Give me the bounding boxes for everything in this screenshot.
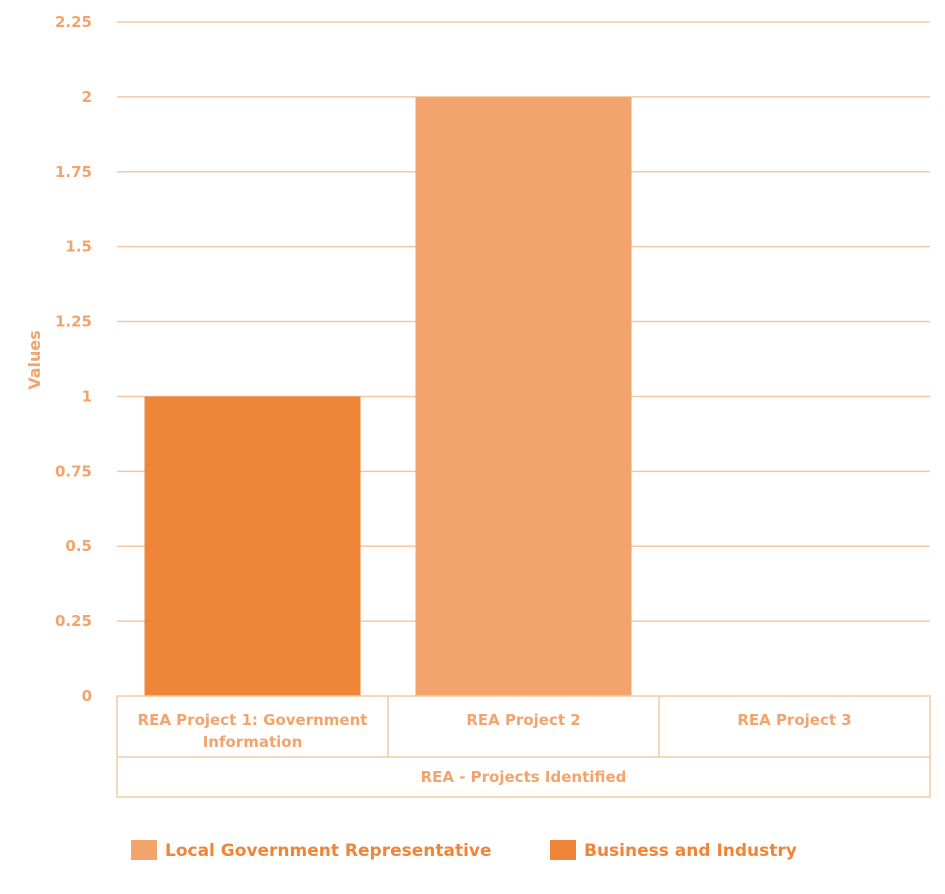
category-group-label: REA - Projects Identified (421, 768, 627, 786)
y-tick-labels: 0 0.25 0.5 0.75 1 1.25 1.5 1.75 2 2.25 (55, 13, 92, 705)
y-tick-label: 1 (82, 387, 92, 405)
y-tick-label: 0.75 (55, 462, 92, 480)
y-tick-label: 1.5 (65, 238, 92, 256)
legend: Local Government Representative Business … (131, 840, 797, 861)
legend-label: Business and Industry (584, 841, 797, 861)
legend-label: Local Government Representative (165, 841, 492, 861)
category-axis: REA Project 1: Government Information REA … (116, 695, 931, 798)
category-label: REA Project 1: Government Information (138, 711, 368, 751)
legend-swatch (131, 840, 157, 860)
legend-item: Business and Industry (550, 840, 797, 861)
bar (144, 396, 361, 696)
y-tick-label: 1.75 (55, 163, 92, 181)
y-axis-title: Values (25, 330, 44, 390)
category-label: REA Project 2 (466, 711, 580, 729)
y-tick-label: 0 (82, 687, 92, 705)
category-label: REA Project 3 (737, 711, 851, 729)
category-axis-frame (116, 695, 931, 798)
y-tick-label: 2 (82, 88, 92, 106)
bar (415, 96, 632, 696)
y-tick-label: 2.25 (55, 13, 92, 31)
y-tick-label: 0.25 (55, 612, 92, 630)
y-tick-label: 1.25 (55, 313, 92, 331)
y-tick-label: 0.5 (65, 537, 92, 555)
legend-swatch (550, 840, 576, 860)
bars (144, 96, 632, 696)
legend-item: Local Government Representative (131, 840, 492, 861)
